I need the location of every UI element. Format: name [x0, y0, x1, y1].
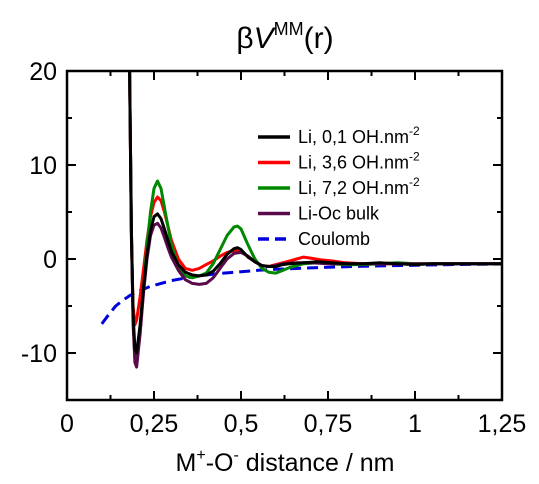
xlabel-m: M — [176, 449, 197, 477]
y-tick-label: 0 — [43, 246, 57, 274]
title-prefix: β — [236, 22, 253, 55]
legend-label: Li, 0,1 OH.nm-2 — [298, 124, 420, 147]
title-sup: MM — [274, 19, 304, 39]
xlabel-sep: -O — [206, 449, 234, 477]
tick-labels: 0 0,25 0,5 0,75 1 1,25 -10 0 10 20 — [21, 58, 526, 438]
x-tick-label: 1,25 — [478, 410, 527, 438]
xlabel-o-sup: - — [233, 447, 238, 464]
y-tick-label: 10 — [29, 152, 57, 180]
legend-label: Li, 7,2 OH.nm-2 — [298, 175, 420, 198]
x-tick-label: 0 — [60, 410, 74, 438]
series-line-0 — [128, 71, 502, 355]
title-arg: (r) — [304, 22, 334, 55]
x-tick-label: 0,25 — [130, 410, 179, 438]
xlabel-m-sup: + — [196, 447, 205, 464]
plot-frame — [65, 69, 504, 402]
x-axis-label: M+-O- distance / nm — [176, 447, 395, 477]
x-tick-label: 0,5 — [224, 410, 259, 438]
series-line-4 — [100, 262, 502, 325]
chart-title: βVMM(r) — [236, 19, 333, 55]
legend-label: Li-Oc bulk — [298, 204, 380, 224]
y-tick-label: -10 — [21, 340, 57, 368]
series-group — [100, 71, 502, 369]
x-tick-label: 0,75 — [304, 410, 353, 438]
y-tick-label: 20 — [29, 58, 57, 86]
x-tick-label: 1 — [408, 410, 422, 438]
legend-label: Coulomb — [298, 229, 370, 249]
legend: Li, 0,1 OH.nm-2 Li, 3,6 OH.nm-2Li, 7,2 OH… — [258, 124, 420, 249]
title-var: V — [254, 22, 277, 55]
legend-label: Li, 3,6 OH.nm-2 — [298, 150, 420, 173]
xlabel-rest: distance / nm — [239, 449, 395, 477]
